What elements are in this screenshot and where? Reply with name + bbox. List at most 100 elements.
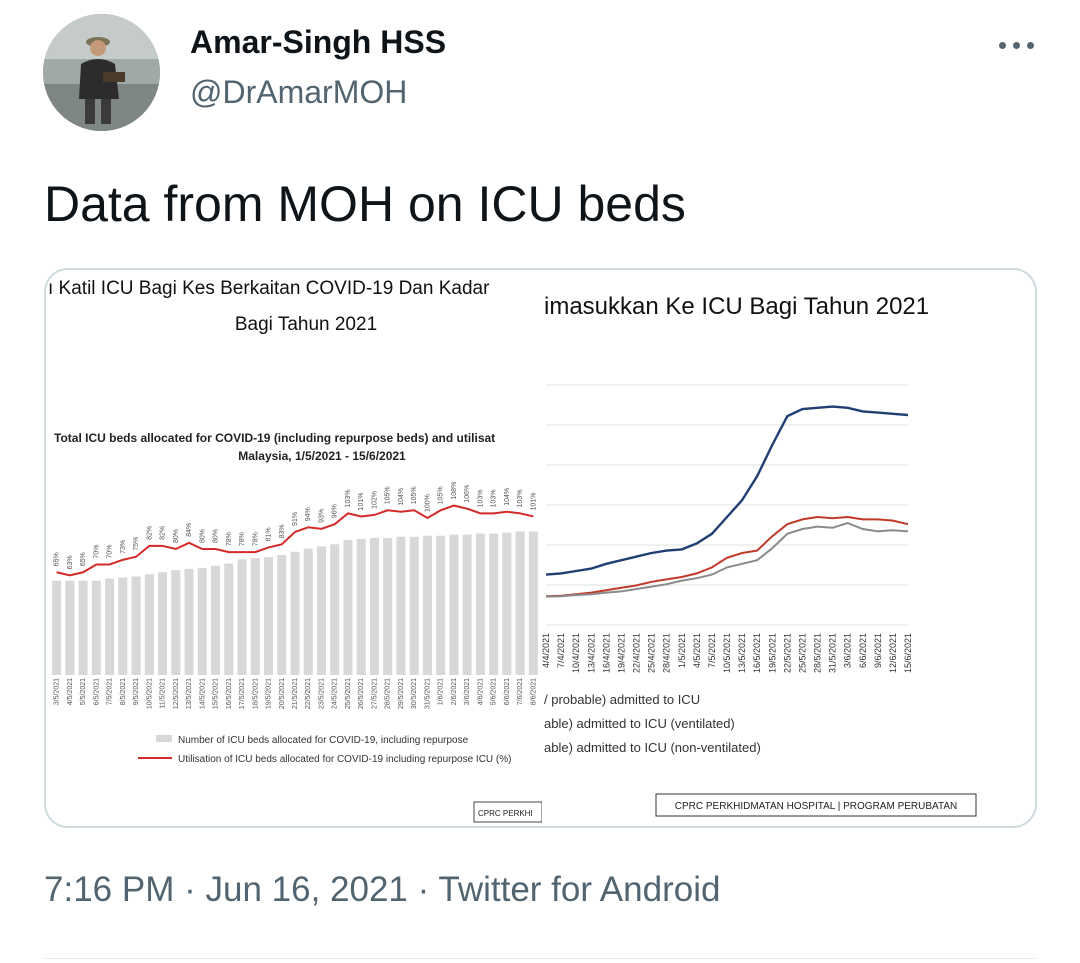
bar (144, 574, 154, 675)
bar (449, 534, 459, 675)
x-tick-label: 22/5/2021 (305, 678, 312, 709)
util-data-label: 102% (371, 491, 378, 509)
meta-separator: · (184, 870, 196, 909)
bar (224, 563, 234, 675)
bar (475, 533, 485, 675)
bar (290, 551, 300, 675)
x-tick-label: 31/5/2021 (424, 678, 431, 709)
bar (383, 537, 393, 675)
x-tick-label: 11/5/2021 (160, 678, 167, 709)
legend-line-label: Utilisation of ICU beds allocated for CO… (178, 754, 511, 765)
bar (356, 538, 366, 675)
x-tick-label: 16/4/2021 (601, 633, 611, 673)
legend-bars-label: Number of ICU beds allocated for COVID-1… (178, 735, 469, 746)
x-tick-label: 29/5/2021 (398, 678, 405, 709)
tweet-time[interactable]: 7:16 PM (44, 870, 175, 909)
x-tick-label: 6/6/2021 (858, 633, 868, 668)
bar (131, 576, 141, 675)
bar (197, 567, 207, 675)
util-data-label: 70% (107, 544, 114, 558)
bar (211, 565, 221, 675)
more-horizontal-icon[interactable] (995, 28, 1039, 64)
util-data-label: 94% (305, 507, 312, 521)
x-tick-label: 26/5/2021 (358, 678, 365, 709)
x-tick-label: 13/4/2021 (586, 633, 596, 673)
util-data-label: 108% (451, 482, 458, 500)
tweet-text: Data from MOH on ICU beds (44, 176, 686, 232)
meta-separator: · (417, 870, 430, 909)
x-tick-label: 30/5/2021 (411, 678, 418, 709)
avatar[interactable] (43, 14, 160, 131)
util-data-label: 105% (385, 486, 392, 504)
x-tick-label: 5/5/2021 (80, 678, 87, 705)
series-line (545, 521, 909, 598)
x-tick-label: 27/5/2021 (371, 678, 378, 709)
x-tick-label: 19/5/2021 (767, 633, 777, 673)
avatar-photo (43, 14, 160, 131)
x-tick-label: 6/5/2021 (93, 678, 100, 705)
x-tick-label: 3/5/2021 (54, 678, 61, 705)
x-tick-label: 31/5/2021 (828, 633, 838, 673)
util-data-label: 104% (504, 488, 511, 506)
util-data-label: 78% (252, 532, 259, 546)
bar (462, 534, 472, 675)
util-data-label: 101% (530, 493, 537, 511)
right-legend-1: / probable) admitted to ICU (544, 692, 700, 707)
util-data-label: 105% (411, 486, 418, 504)
util-data-label: 93% (318, 509, 325, 523)
x-tick-label: 28/4/2021 (662, 633, 672, 673)
tweet-source[interactable]: Twitter for Android (438, 870, 721, 909)
bar (502, 532, 512, 675)
media-image: ı Katil ICU Bagi Kes Berkaitan COVID-19 … (46, 270, 1035, 826)
bar (330, 544, 340, 675)
x-tick-label: 10/5/2021 (722, 633, 732, 673)
x-tick-label: 23/5/2021 (318, 678, 325, 709)
x-tick-label: 3/6/2021 (464, 678, 471, 705)
x-tick-label: 25/5/2021 (797, 633, 807, 673)
series-line (545, 405, 909, 576)
divider (44, 958, 1036, 959)
x-tick-label: 4/5/2021 (692, 633, 702, 668)
bar (409, 536, 419, 675)
bar (158, 572, 168, 675)
tweet-media[interactable]: ı Katil ICU Bagi Kes Berkaitan COVID-19 … (44, 268, 1037, 828)
x-tick-label: 8/5/2021 (120, 678, 127, 705)
x-tick-label: 2/6/2021 (451, 678, 458, 705)
x-tick-label: 1/5/2021 (677, 633, 687, 668)
x-tick-label: 12/6/2021 (888, 633, 898, 673)
x-tick-label: 16/5/2021 (752, 633, 762, 673)
bar (515, 531, 525, 675)
left-chart-title: Total ICU beds allocated for COVID-19 (i… (54, 431, 495, 445)
x-tick-label: 10/5/2021 (146, 678, 153, 709)
x-tick-label: 6/6/2021 (504, 678, 511, 705)
x-tick-label: 4/5/2021 (67, 678, 74, 705)
left-slide-header-2: Bagi Tahun 2021 (235, 314, 377, 335)
util-data-label: 83% (279, 524, 286, 538)
x-tick-label: 19/5/2021 (266, 678, 273, 709)
bar (264, 557, 274, 675)
x-tick-label: 28/5/2021 (385, 678, 392, 709)
util-data-label: 65% (54, 552, 61, 566)
x-tick-label: 22/4/2021 (632, 633, 642, 673)
util-data-label: 84% (186, 523, 193, 537)
util-data-label: 80% (173, 529, 180, 543)
util-data-label: 78% (239, 532, 246, 546)
x-tick-label: 25/5/2021 (345, 678, 352, 709)
right-legend-2: able) admitted to ICU (ventilated) (544, 716, 735, 731)
author-name[interactable]: Amar-Singh HSS (190, 24, 447, 60)
util-data-label: 104% (398, 488, 405, 506)
util-line (56, 504, 534, 577)
x-tick-label: 17/5/2021 (239, 678, 246, 709)
tweet-date[interactable]: Jun 16, 2021 (205, 870, 408, 909)
right-footer: CPRC PERKHIDMATAN HOSPITAL | PROGRAM PER… (675, 801, 957, 812)
util-data-label: 82% (146, 526, 153, 540)
x-tick-label: 15/5/2021 (213, 678, 220, 709)
util-data-label: 101% (358, 493, 365, 511)
x-tick-label: 1/6/2021 (438, 678, 445, 705)
x-tick-label: 7/5/2021 (107, 678, 114, 705)
left-chart-subtitle: Malaysia, 1/5/2021 - 15/6/2021 (238, 449, 406, 463)
right-chart: 4/4/2021 7/4/2021 10/4/2021 13/4/2021 16/4/2… (541, 384, 913, 673)
bar (277, 555, 287, 675)
author-handle[interactable]: @DrAmarMOH (190, 74, 408, 110)
util-data-label: 103% (477, 489, 484, 507)
